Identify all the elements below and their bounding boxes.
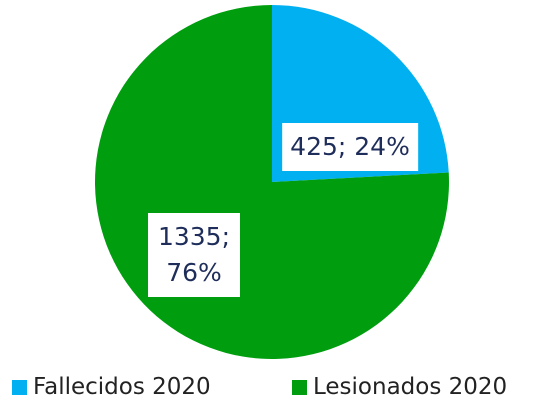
legend-label: Fallecidos 2020: [33, 374, 211, 400]
legend: Fallecidos 2020 Lesionados 2020: [0, 369, 539, 405]
data-label: 1335; 76%: [148, 213, 240, 297]
legend-label: Lesionados 2020: [313, 374, 508, 400]
legend-item: Lesionados 2020: [292, 369, 507, 405]
data-label: 425; 24%: [282, 123, 418, 171]
pie: [95, 5, 450, 359]
legend-swatch: [292, 379, 307, 395]
legend-swatch: [12, 379, 27, 395]
legend-item: Fallecidos 2020: [12, 369, 211, 405]
